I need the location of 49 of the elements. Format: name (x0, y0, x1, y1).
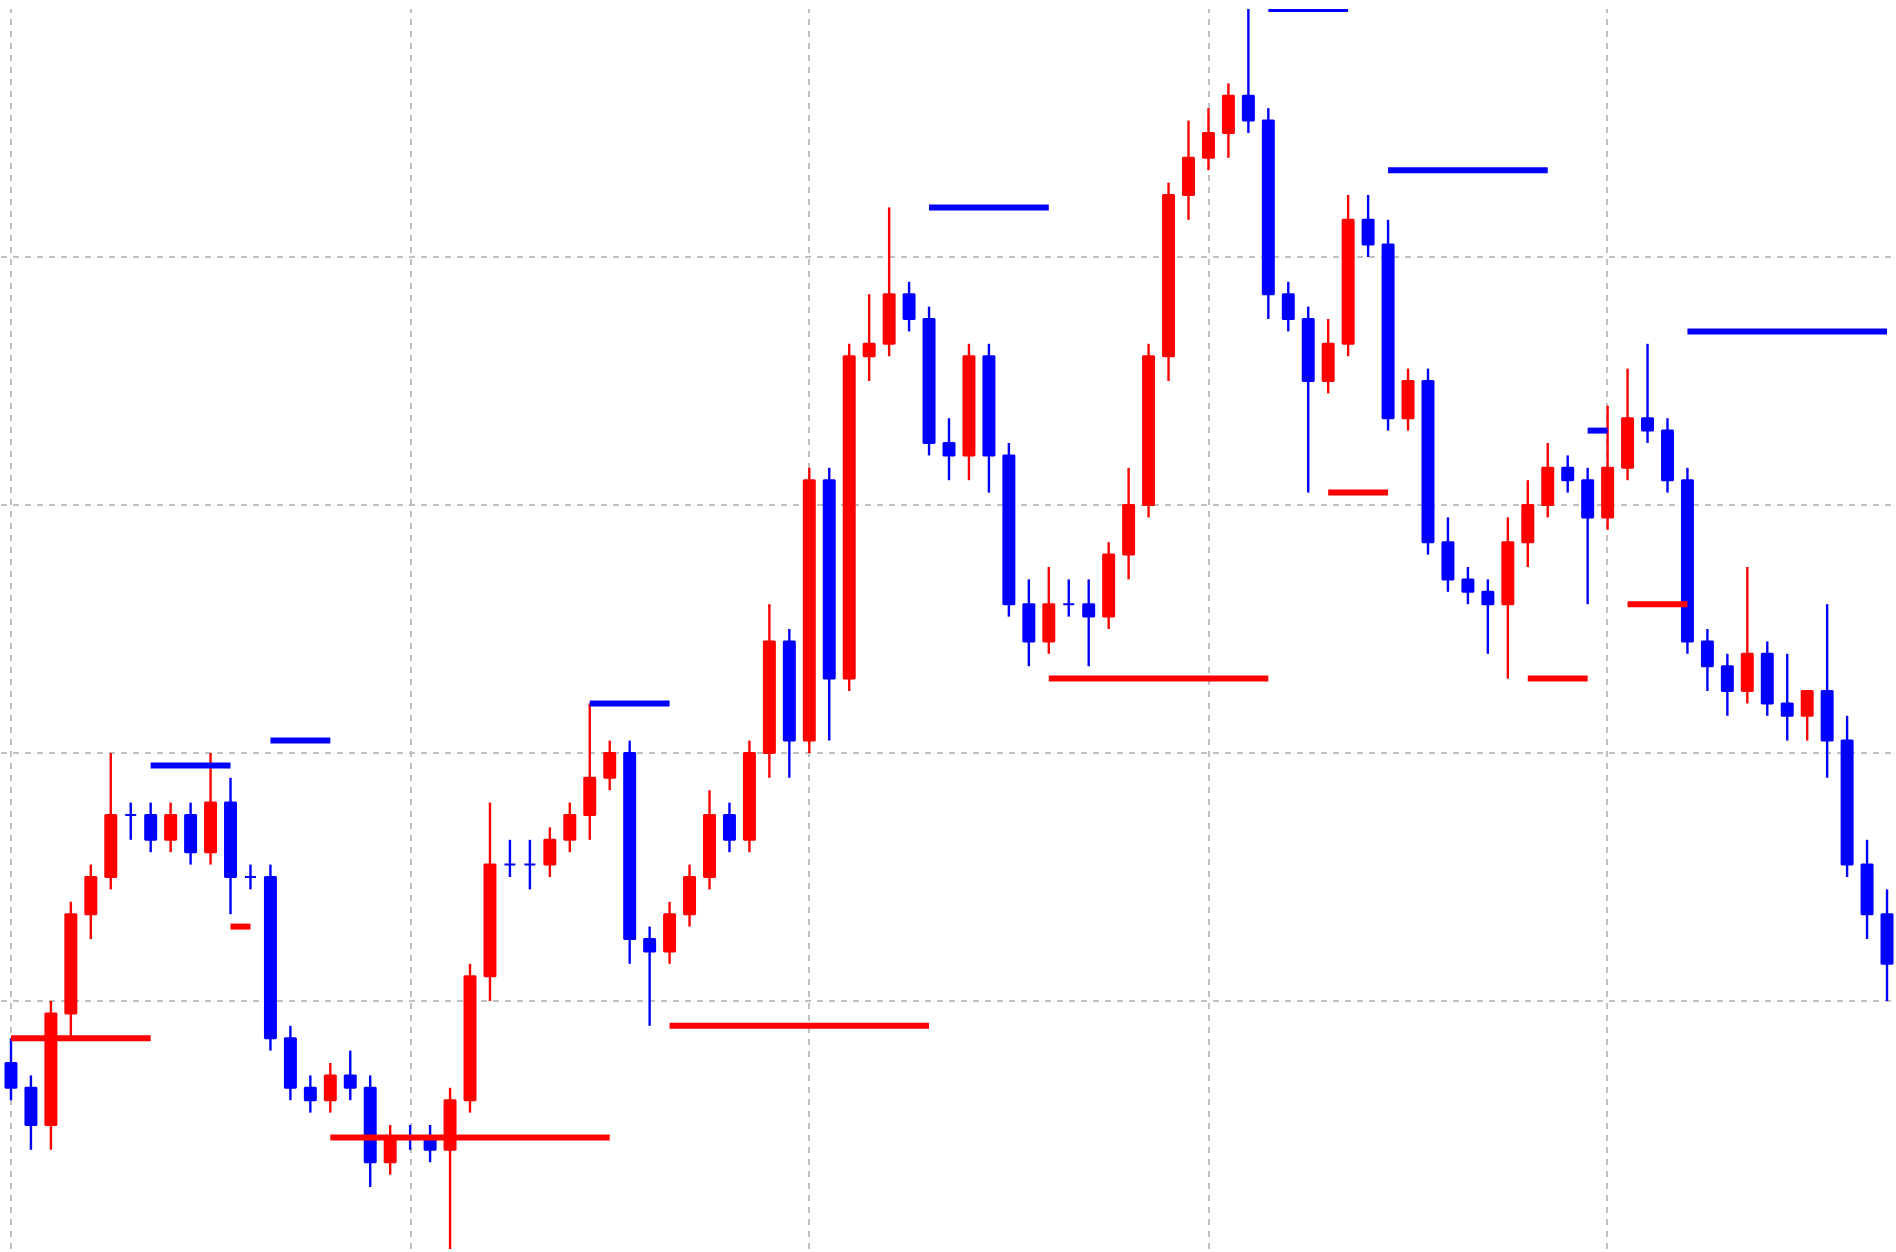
candlestick (1241, 9, 1255, 135)
candlestick (164, 801, 178, 854)
candlestick (343, 1049, 357, 1102)
candlestick (323, 1061, 337, 1114)
candlestick (4, 1037, 18, 1102)
candlestick (1541, 441, 1555, 519)
candlestick (1800, 689, 1814, 742)
candlestick (1481, 578, 1495, 655)
candlestick (1201, 107, 1215, 172)
candlestick (1521, 479, 1535, 569)
candlestick (1401, 367, 1415, 432)
candlestick (563, 801, 577, 854)
candlestick (1281, 280, 1295, 333)
candlestick (862, 293, 876, 383)
candlestick (683, 863, 697, 928)
candlestick (1082, 578, 1096, 668)
candlestick (583, 702, 597, 841)
candlestick (1361, 193, 1375, 259)
candlestick (1700, 627, 1714, 693)
candlestick (1740, 565, 1754, 705)
candlestick (24, 1074, 38, 1151)
candlestick (1581, 466, 1595, 606)
candlestick (1321, 317, 1335, 395)
candlestick (543, 826, 557, 879)
candlestick (722, 801, 736, 854)
candlestick (663, 900, 677, 965)
candlestick (243, 863, 257, 891)
candlestick (1780, 652, 1794, 742)
candlestick (1221, 82, 1235, 159)
candlestick (1441, 516, 1455, 593)
candlestick (1641, 342, 1655, 445)
candlestick (503, 838, 517, 879)
candlestick (1042, 565, 1056, 655)
candlestick (1022, 578, 1036, 668)
candlestick (144, 801, 158, 854)
candlestick (523, 838, 537, 891)
candlestick (1561, 454, 1575, 494)
candlestick (124, 801, 138, 841)
candlestick (1182, 119, 1195, 221)
candlestick (1062, 578, 1076, 618)
candlestick (603, 739, 617, 792)
candlestick (303, 1074, 317, 1114)
candlestick (184, 801, 198, 866)
candlestick (84, 863, 98, 941)
candlestick (643, 925, 657, 1027)
candlestick (942, 417, 956, 482)
candlestick (1720, 652, 1734, 717)
candlestick (902, 280, 916, 333)
candlestick (1461, 565, 1475, 606)
